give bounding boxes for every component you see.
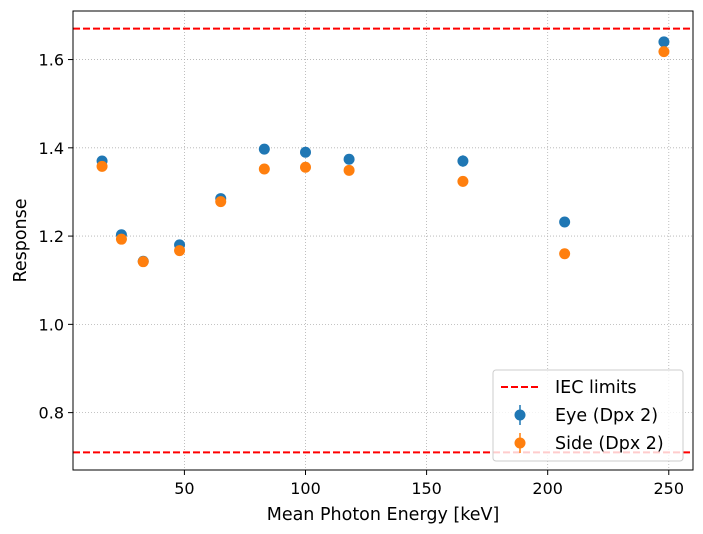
data-point-0-6 [300,146,311,158]
data-point-1-2 [137,256,149,268]
x-axis-label: Mean Photon Energy [keV] [267,505,500,525]
x-tick-label-0: 50 [174,479,194,498]
series-1 [96,46,670,268]
x-tick-label-2: 150 [411,479,442,498]
data-point-1-9 [559,248,571,260]
axes-frame [72,10,694,471]
y-tick-label-1: 1.0 [39,315,64,334]
data-point-1-3 [174,245,186,257]
legend: IEC limits Eye (Dpx 2) Side (Dpx 2) [492,369,684,462]
data-point-0-7 [343,153,355,165]
x-tick-label-3: 200 [532,479,563,498]
plot-area: 50 100 150 200 250 0.8 1.0 1.2 1.4 1.6 Mean Photon… [11,10,694,525]
data-point-1-4 [215,196,227,208]
y-axis-label: Response [11,198,31,282]
legend-label-0: IEC limits [555,378,637,398]
data-point-1-8 [457,175,469,187]
y-tick-label-2: 1.2 [39,227,64,246]
data-point-1-0 [96,160,108,172]
data-point-1-10 [658,46,670,58]
x-tick-label-4: 250 [654,479,685,498]
legend-label-1: Eye (Dpx 2) [555,406,658,426]
y-tick-label-4: 1.6 [39,51,64,70]
data-point-1-5 [258,163,270,175]
y-tick-label-3: 1.4 [39,139,64,158]
data-point-0-8 [457,155,469,167]
data-point-1-6 [300,161,311,173]
x-tick-label-1: 100 [290,479,321,498]
legend-label-2: Side (Dpx 2) [555,434,664,454]
legend-swatch-marker-1 [514,437,526,449]
legend-box [492,369,684,462]
legend-swatch-marker-0 [514,409,526,421]
y-tick-label-0: 0.8 [39,404,64,423]
data-point-1-7 [343,164,355,176]
data-point-0-5 [258,143,270,155]
data-point-0-9 [559,216,571,228]
data-point-1-1 [115,233,127,245]
data-point-0-10 [658,36,670,48]
